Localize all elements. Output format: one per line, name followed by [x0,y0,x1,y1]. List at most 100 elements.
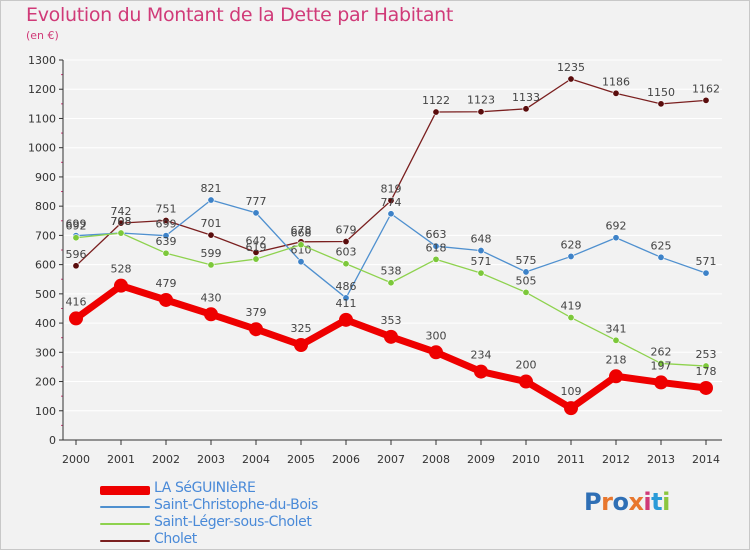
data-point [612,336,620,344]
data-label: 430 [201,291,222,304]
data-point [657,359,665,367]
data-label: 642 [246,234,267,247]
data-label: 538 [381,265,402,278]
data-point [342,260,350,268]
data-point [657,100,665,108]
data-label: 699 [66,218,87,231]
data-label: 678 [291,224,312,237]
data-label: 692 [66,220,87,233]
data-point [207,261,215,269]
logo-letter: P [584,488,602,516]
logo-letter: o [612,488,629,516]
data-label: 416 [66,295,87,308]
data-label: 218 [606,353,627,366]
data-point [702,362,710,370]
data-label: 692 [606,220,627,233]
data-label: 109 [561,385,582,398]
logo-letter: i [643,488,652,516]
data-point [294,338,308,352]
data-point [612,234,620,242]
logo-letter: r [601,488,613,516]
data-point [339,312,353,327]
data-point [297,241,305,249]
data-point [477,247,485,255]
data-point [207,196,215,204]
data-point [432,242,440,250]
data-label: 341 [606,322,627,335]
x-tick-label: 2006 [332,453,360,466]
data-label: 253 [696,348,717,361]
data-label: 325 [291,322,312,335]
data-label: 618 [426,241,447,254]
data-point [204,307,218,322]
data-label: 528 [111,263,132,276]
unit-label: (en €) [26,29,59,42]
data-label: 699 [156,218,177,231]
data-point [477,269,485,277]
chart-title: Evolution du Montant de la Dette par Hab… [26,4,454,26]
y-tick-label: 900 [35,171,56,184]
data-point [114,278,128,293]
data-label: 197 [651,359,672,372]
data-point [162,249,170,257]
data-label: 639 [156,235,177,248]
data-label: 777 [246,195,267,208]
data-point [567,314,575,322]
x-tick-label: 2009 [467,453,495,466]
x-tick-label: 2010 [512,453,540,466]
data-point [432,108,440,116]
data-point [252,209,260,217]
data-label: 1123 [467,94,495,107]
data-point [474,364,488,379]
data-point [342,238,350,246]
legend-label: Cholet [154,531,197,547]
data-point [69,311,83,326]
data-label: 708 [111,215,132,228]
data-label: 1150 [647,86,675,99]
y-tick-label: 500 [35,288,56,301]
y-tick-label: 1000 [28,142,56,155]
data-point [429,345,443,360]
y-tick-label: 1100 [28,112,56,125]
x-tick-label: 2014 [692,453,720,466]
data-label: 742 [111,205,132,218]
data-point [207,231,215,239]
data-point [699,380,713,395]
data-label: 486 [336,280,357,293]
y-tick-label: 100 [35,405,56,418]
data-label: 353 [381,314,402,327]
legend-swatch [100,540,150,542]
data-label: 234 [471,349,492,362]
legend-swatch [100,523,150,525]
x-tick-label: 2007 [377,453,405,466]
legend-label: LA SéGUINIèRE [154,480,256,496]
legend-swatch [100,485,150,495]
data-point [519,374,533,389]
data-label: 479 [156,277,177,290]
data-point [432,255,440,263]
data-point [387,197,395,205]
x-tick-label: 2001 [107,453,135,466]
data-point [297,258,305,266]
data-point [567,75,575,83]
data-label: 571 [696,255,717,268]
legend-label: Saint-Christophe-du-Bois [154,497,318,513]
data-point [117,219,125,227]
logo-letter: x [628,488,644,516]
data-label: 178 [696,365,717,378]
data-point [387,279,395,287]
data-point [612,89,620,97]
data-point [249,322,263,337]
x-tick-label: 2003 [197,453,225,466]
data-label: 774 [381,196,402,209]
y-tick-label: 400 [35,317,56,330]
data-point [252,255,260,263]
y-tick-label: 1200 [28,83,56,96]
data-label: 1122 [422,94,450,107]
data-point [72,262,80,270]
data-point [162,216,170,224]
data-label: 596 [66,248,87,261]
data-point [384,329,398,344]
data-point [564,401,578,416]
